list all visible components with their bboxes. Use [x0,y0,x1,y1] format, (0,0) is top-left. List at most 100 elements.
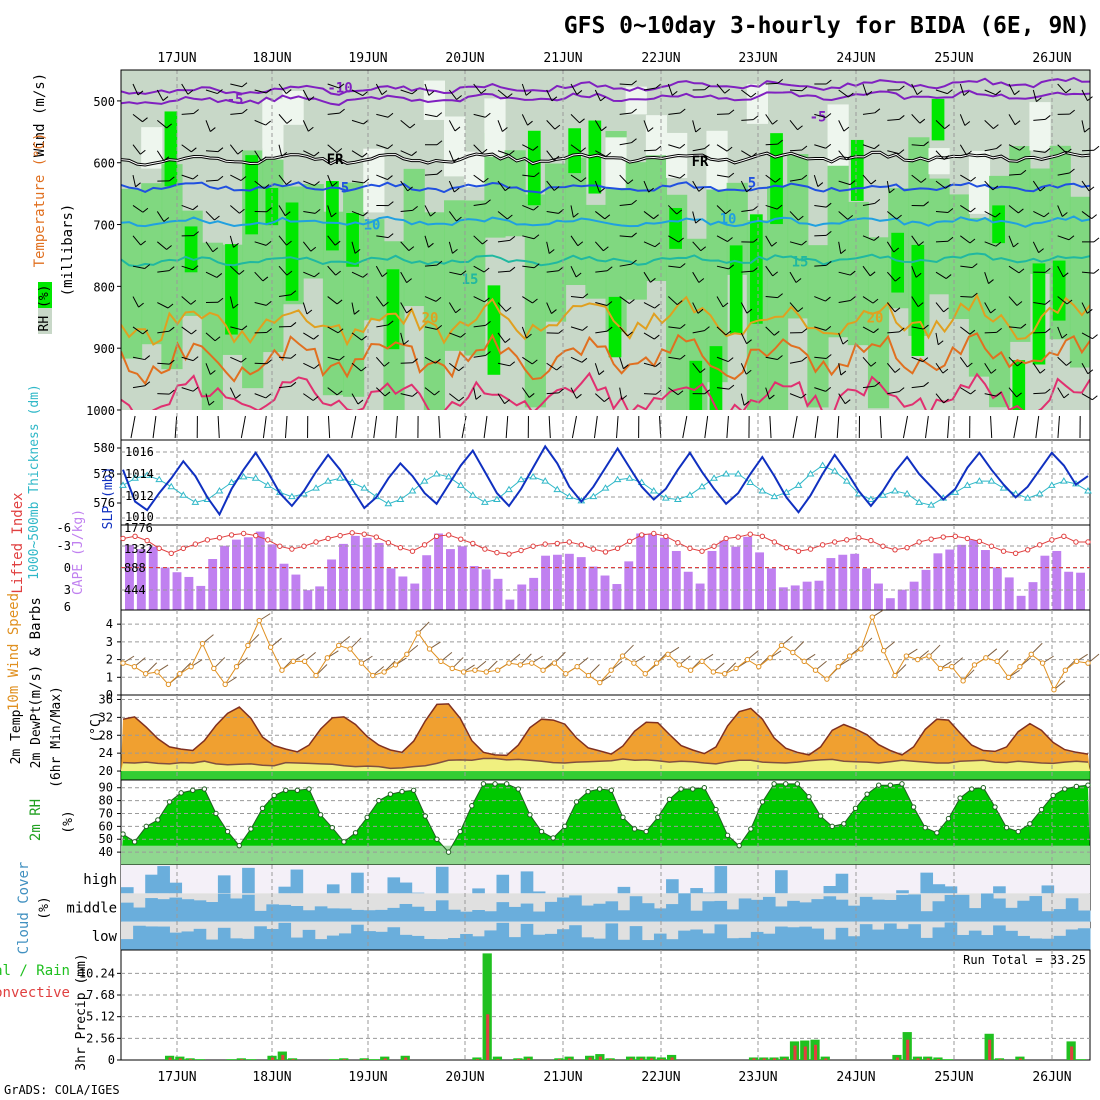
li-line-marker [988,543,995,549]
cloud-bar [762,896,776,922]
wind-barb-flag [533,172,540,178]
li-line-marker [132,533,138,540]
wind-barb-flag [801,145,808,151]
wind-barb [740,393,745,406]
wind-speed-line-marker [245,642,251,649]
precip-conv-bar [240,1059,244,1060]
precip-total-bar [820,1056,830,1060]
cloud-bar [835,899,849,922]
wind-barb [400,302,408,314]
y-tick-label: 1000 [86,404,115,418]
wind-barb-flag [704,389,710,395]
cloud-bar [326,884,340,894]
wind-barb-flag [1062,272,1069,278]
cloud-bar [532,934,546,950]
rh2m-line-marker [980,785,987,791]
wind-barb-flag [485,112,491,118]
li-line-marker [337,532,343,539]
li-tick-label: 0 [64,561,71,575]
wind-barb [205,211,215,221]
precip-total-bar [779,1056,789,1060]
wind-barb-flag [1093,145,1100,151]
wind-speed-line-marker [540,667,546,673]
wind-barb-flag [947,208,954,213]
rh-label: RH (%) [37,285,52,332]
wind-barb-flag [509,361,516,367]
wind-barb [935,180,946,189]
cloud-bar [932,901,946,922]
li-line-marker [482,546,488,552]
wind-barb-flag [286,119,293,124]
wind-barb-flag [752,266,759,272]
cloud-bar [811,928,825,950]
wind-barb [205,179,219,182]
wind-barb [643,271,651,283]
wind-barb-flag [192,174,199,180]
cape-bar [267,544,277,610]
wind-barb-flag [769,394,775,400]
rh-low-band [645,115,668,156]
wind-speed-line-marker [131,663,138,670]
wind-barb [375,356,385,367]
wind-barb-flag [923,141,929,147]
precip-conv-bar [568,1058,572,1060]
wind-barb-flag [850,270,856,276]
wind-barb [667,296,678,305]
cloud-bar [629,926,643,950]
precip-conv-bar [783,1058,787,1060]
rh2m-line-marker [899,781,905,787]
rh-mid-band [121,188,143,359]
cloud-bar [702,901,716,922]
cape-bar [446,549,455,610]
cloud-bar [435,900,449,922]
wind-barb [327,326,339,334]
li-line-marker [216,535,223,541]
rh2m-line-marker [190,787,196,794]
wind-barb-flag [339,355,345,361]
wind-barb [254,302,267,306]
surface-wind-barb [792,415,798,439]
wind-barb [886,241,895,253]
wind-tick-label: 4 [106,617,113,631]
wind-barb [497,270,511,273]
wind-barb [521,114,528,126]
chart-title: GFS 0~10day 3-hourly for BIDA (6E, 9N) [564,13,1090,39]
wind-barb [960,296,973,298]
wind-speed-line-marker [574,663,580,670]
wind-barb [449,332,461,338]
wind-barb-flag [724,88,730,94]
wind-barb-flag [135,182,141,188]
wind-speed-line-marker [1051,686,1057,693]
wind-barb [424,326,437,330]
wind-barb-flag [357,399,364,405]
wind-barb [522,174,535,178]
wind-barb [838,150,847,161]
wind-barb-flag [208,400,215,406]
wind-barb [594,363,600,375]
wind-speed-line-marker [687,667,694,673]
precip-conv-bar [752,1058,756,1060]
wind-barb [1008,83,1015,95]
wind-barb-flag [238,269,245,275]
rh2m-line-marker [387,791,394,797]
wind-barb-flag [945,183,951,189]
wind-barb-flag [1013,242,1019,248]
wind-barb [765,174,776,183]
rh2m-line-marker [992,804,998,810]
wind-barb-flag [746,339,752,345]
rh2m-line-marker [922,824,928,831]
cape-bar [410,583,420,610]
wind-barb [448,120,456,132]
precip-total-bar [380,1056,390,1060]
wind-barb-flag [653,334,660,340]
wind-barb-flag [825,325,832,331]
cape-bar [802,581,812,610]
wind-barb [595,393,605,402]
wind-barb [400,241,410,251]
wind-barb-flag [849,180,856,186]
rh-mid-band [201,242,223,410]
cloud-bar [823,896,837,922]
temp-contour-label: 15 [462,272,479,288]
wind-barb [595,150,607,157]
cloud-bar [641,940,655,950]
